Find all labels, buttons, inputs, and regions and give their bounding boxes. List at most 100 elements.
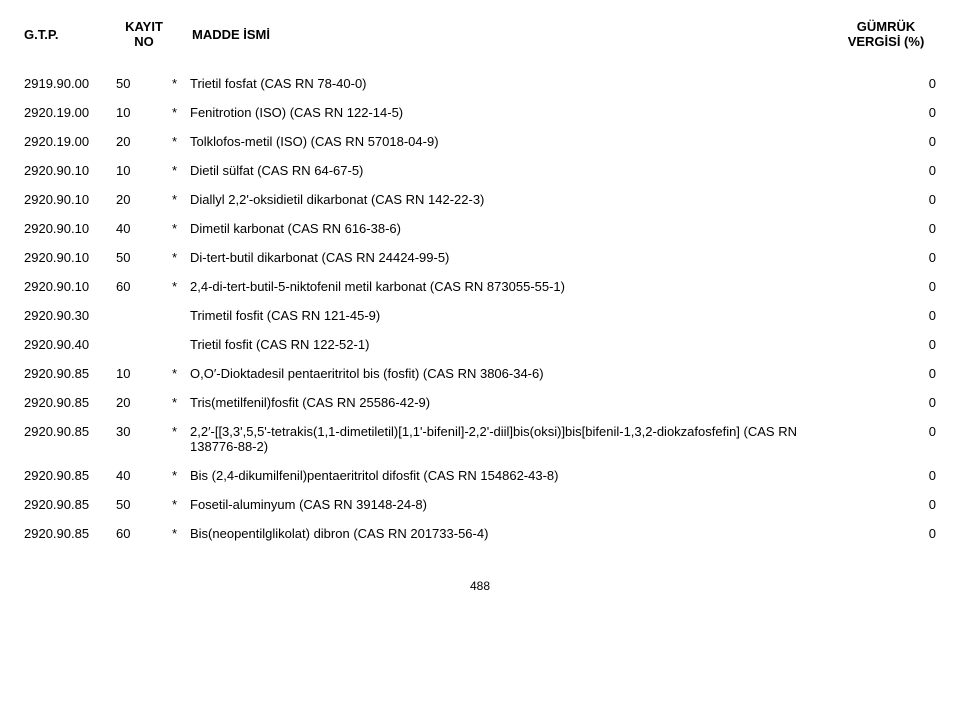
cell-gtp: 2920.90.10 [24, 221, 116, 236]
cell-vergi: 0 [836, 279, 936, 294]
data-table: 2919.90.0050*Trietil fosfat (CAS RN 78-4… [24, 62, 936, 555]
table-row: 2920.90.8550*Fosetil-aluminyum (CAS RN 3… [24, 497, 936, 512]
cell-vergi: 0 [836, 163, 936, 178]
table-row: 2920.90.30 Trimetil fosfit (CAS RN 121-45… [24, 308, 936, 323]
cell-kayit: 50 [116, 76, 172, 91]
cell-vergi: 0 [836, 526, 936, 541]
cell-kayit [116, 337, 172, 352]
cell-madde: Trimetil fosfit (CAS RN 121-45-9) [190, 308, 836, 323]
table-row: 2920.90.1060*2,4-di-tert-butil-5-niktofe… [24, 279, 936, 294]
cell-star: * [172, 76, 190, 91]
cell-madde: O,O′-Dioktadesil pentaeritritol bis (fos… [190, 366, 836, 381]
cell-star: * [172, 395, 190, 410]
cell-star: * [172, 497, 190, 512]
cell-madde: 2,4-di-tert-butil-5-niktofenil metil kar… [190, 279, 836, 294]
cell-vergi: 0 [836, 337, 936, 352]
header-gtp: G.T.P. [24, 27, 116, 42]
table-header: G.T.P. KAYIT NO MADDE İSMİ GÜMRÜK VERGİS… [24, 20, 936, 50]
cell-kayit: 60 [116, 279, 172, 294]
cell-vergi: 0 [836, 134, 936, 149]
cell-star: * [172, 105, 190, 120]
cell-star: * [172, 192, 190, 207]
cell-star: * [172, 526, 190, 541]
cell-star: * [172, 163, 190, 178]
cell-star: * [172, 366, 190, 381]
header-kayit-l1: KAYIT [116, 20, 172, 35]
cell-gtp: 2919.90.00 [24, 76, 116, 91]
cell-star [172, 337, 190, 352]
table-row: 2920.90.8520*Tris(metilfenil)fosfit (CAS… [24, 395, 936, 410]
header-vergi: GÜMRÜK VERGİSİ (%) [836, 20, 936, 50]
cell-star: * [172, 279, 190, 294]
cell-gtp: 2920.19.00 [24, 134, 116, 149]
header-kayit: KAYIT NO [116, 20, 172, 50]
cell-star: * [172, 221, 190, 236]
cell-gtp: 2920.90.85 [24, 395, 116, 410]
table-row: 2920.19.0010*Fenitrotion (ISO) (CAS RN 1… [24, 105, 936, 120]
header-kayit-l2: NO [116, 35, 172, 50]
cell-gtp: 2920.90.10 [24, 250, 116, 265]
cell-vergi: 0 [836, 105, 936, 120]
cell-madde: Tris(metilfenil)fosfit (CAS RN 25586-42-… [190, 395, 836, 410]
cell-star: * [172, 468, 190, 483]
cell-vergi: 0 [836, 424, 936, 454]
table-row: 2920.90.1040*Dimetil karbonat (CAS RN 61… [24, 221, 936, 236]
cell-vergi: 0 [836, 308, 936, 323]
table-row: 2920.19.0020*Tolklofos-metil (ISO) (CAS … [24, 134, 936, 149]
table-row: 2920.90.1050*Di-tert-butil dikarbonat (C… [24, 250, 936, 265]
cell-kayit: 10 [116, 105, 172, 120]
cell-gtp: 2920.90.85 [24, 526, 116, 541]
cell-kayit [116, 308, 172, 323]
table-row: 2920.90.40 Trietil fosfit (CAS RN 122-52-… [24, 337, 936, 352]
cell-gtp: 2920.90.85 [24, 497, 116, 512]
cell-vergi: 0 [836, 221, 936, 236]
cell-madde: Dietil sülfat (CAS RN 64-67-5) [190, 163, 836, 178]
cell-vergi: 0 [836, 76, 936, 91]
table-row: 2920.90.8540*Bis (2,4-dikumilfenil)penta… [24, 468, 936, 483]
cell-vergi: 0 [836, 250, 936, 265]
cell-kayit: 50 [116, 250, 172, 265]
cell-kayit: 50 [116, 497, 172, 512]
cell-madde: Trietil fosfat (CAS RN 78-40-0) [190, 76, 836, 91]
cell-gtp: 2920.90.10 [24, 163, 116, 178]
table-row: 2920.90.8560*Bis(neopentilglikolat) dibr… [24, 526, 936, 541]
table-row: 2919.90.0050*Trietil fosfat (CAS RN 78-4… [24, 76, 936, 91]
cell-vergi: 0 [836, 366, 936, 381]
header-vergi-l2: VERGİSİ (%) [836, 35, 936, 50]
cell-gtp: 2920.90.85 [24, 468, 116, 483]
cell-star [172, 308, 190, 323]
cell-vergi: 0 [836, 395, 936, 410]
page-number: 488 [24, 579, 936, 593]
cell-gtp: 2920.90.85 [24, 424, 116, 454]
cell-gtp: 2920.90.30 [24, 308, 116, 323]
cell-vergi: 0 [836, 497, 936, 512]
cell-madde: Bis (2,4-dikumilfenil)pentaeritritol dif… [190, 468, 836, 483]
header-madde: MADDE İSMİ [190, 27, 836, 42]
cell-madde: Diallyl 2,2'-oksidietil dikarbonat (CAS … [190, 192, 836, 207]
cell-kayit: 10 [116, 366, 172, 381]
cell-gtp: 2920.90.10 [24, 192, 116, 207]
table-row: 2920.90.8530*2,2′-[[3,3',5,5'-tetrakis(1… [24, 424, 936, 454]
table-row: 2920.90.1010*Dietil sülfat (CAS RN 64-67… [24, 163, 936, 178]
cell-madde: Tolklofos-metil (ISO) (CAS RN 57018-04-9… [190, 134, 836, 149]
cell-madde: Trietil fosfit (CAS RN 122-52-1) [190, 337, 836, 352]
cell-kayit: 40 [116, 468, 172, 483]
table-row: 2920.90.8510*O,O′-Dioktadesil pentaeritr… [24, 366, 936, 381]
cell-gtp: 2920.19.00 [24, 105, 116, 120]
cell-vergi: 0 [836, 192, 936, 207]
cell-gtp: 2920.90.40 [24, 337, 116, 352]
cell-star: * [172, 250, 190, 265]
cell-madde: Fosetil-aluminyum (CAS RN 39148-24-8) [190, 497, 836, 512]
cell-kayit: 10 [116, 163, 172, 178]
table-row: 2920.90.1020*Diallyl 2,2'-oksidietil dik… [24, 192, 936, 207]
cell-star: * [172, 424, 190, 454]
cell-kayit: 40 [116, 221, 172, 236]
cell-kayit: 30 [116, 424, 172, 454]
cell-madde: Fenitrotion (ISO) (CAS RN 122-14-5) [190, 105, 836, 120]
cell-madde: Bis(neopentilglikolat) dibron (CAS RN 20… [190, 526, 836, 541]
cell-madde: 2,2′-[[3,3',5,5'-tetrakis(1,1-dimetileti… [190, 424, 836, 454]
cell-kayit: 20 [116, 134, 172, 149]
cell-kayit: 20 [116, 395, 172, 410]
cell-madde: Di-tert-butil dikarbonat (CAS RN 24424-9… [190, 250, 836, 265]
cell-gtp: 2920.90.85 [24, 366, 116, 381]
